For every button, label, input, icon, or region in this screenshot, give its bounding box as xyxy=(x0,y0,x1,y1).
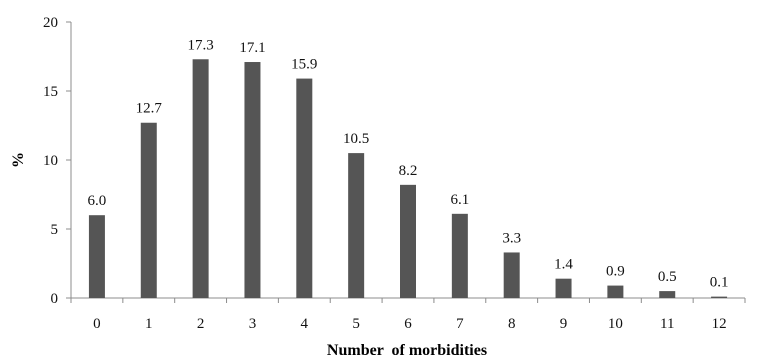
data-labels: 6.0 12.7 17.3 17.1 15.9 10.5 8.2 6.1 3.3 1.4 0.9 0.… xyxy=(88,37,729,290)
bar xyxy=(451,213,468,298)
bar xyxy=(88,215,105,298)
data-label: 15.9 xyxy=(291,57,317,73)
data-label: 6.1 xyxy=(450,192,469,208)
y-axis: 0 5 10 15 20 xyxy=(43,15,72,307)
y-tick-label: 15 xyxy=(43,84,58,100)
data-label: 0.9 xyxy=(606,264,625,280)
y-tick-label: 0 xyxy=(51,291,59,307)
data-label: 0.1 xyxy=(710,275,729,291)
data-label: 3.3 xyxy=(502,230,521,246)
x-axis: 0 1 2 3 4 5 6 7 8 9 10 11 12 xyxy=(70,297,746,332)
x-tick-label: 12 xyxy=(712,316,727,332)
y-tick-label: 5 xyxy=(51,222,59,238)
bar xyxy=(503,252,520,298)
x-tick-label: 8 xyxy=(508,316,516,332)
data-label: 12.7 xyxy=(136,101,163,117)
x-tick-label: 4 xyxy=(301,316,309,332)
y-tick-label: 10 xyxy=(43,153,58,169)
y-tick-label: 20 xyxy=(43,15,58,31)
bar xyxy=(607,285,624,298)
x-tick-label: 3 xyxy=(249,316,257,332)
x-tick-label: 5 xyxy=(352,316,360,332)
x-axis-title: Number of morbidities xyxy=(327,342,487,359)
bar xyxy=(555,278,572,298)
data-label: 6.0 xyxy=(88,193,107,209)
bars xyxy=(88,59,728,299)
x-tick-label: 2 xyxy=(197,316,205,332)
x-tick-label: 1 xyxy=(145,316,153,332)
bar xyxy=(296,78,313,298)
bar xyxy=(244,62,261,298)
x-tick-label: 10 xyxy=(608,316,623,332)
x-tick-label: 0 xyxy=(93,316,101,332)
data-label: 10.5 xyxy=(343,131,369,147)
x-tick-label: 11 xyxy=(660,316,674,332)
x-tick-label: 7 xyxy=(456,316,464,332)
bar xyxy=(400,184,416,298)
x-tick-label: 9 xyxy=(560,316,568,332)
bar xyxy=(659,291,676,298)
bar xyxy=(348,153,365,298)
x-tick-label: 6 xyxy=(404,316,412,332)
bar xyxy=(140,122,157,299)
data-label: 1.4 xyxy=(554,257,573,273)
data-label: 0.5 xyxy=(658,269,677,285)
data-label: 8.2 xyxy=(399,163,418,179)
bar xyxy=(192,59,209,299)
bar xyxy=(711,296,728,298)
data-label: 17.3 xyxy=(187,37,213,53)
y-axis-title: % xyxy=(10,152,27,168)
data-label: 17.1 xyxy=(239,40,265,56)
